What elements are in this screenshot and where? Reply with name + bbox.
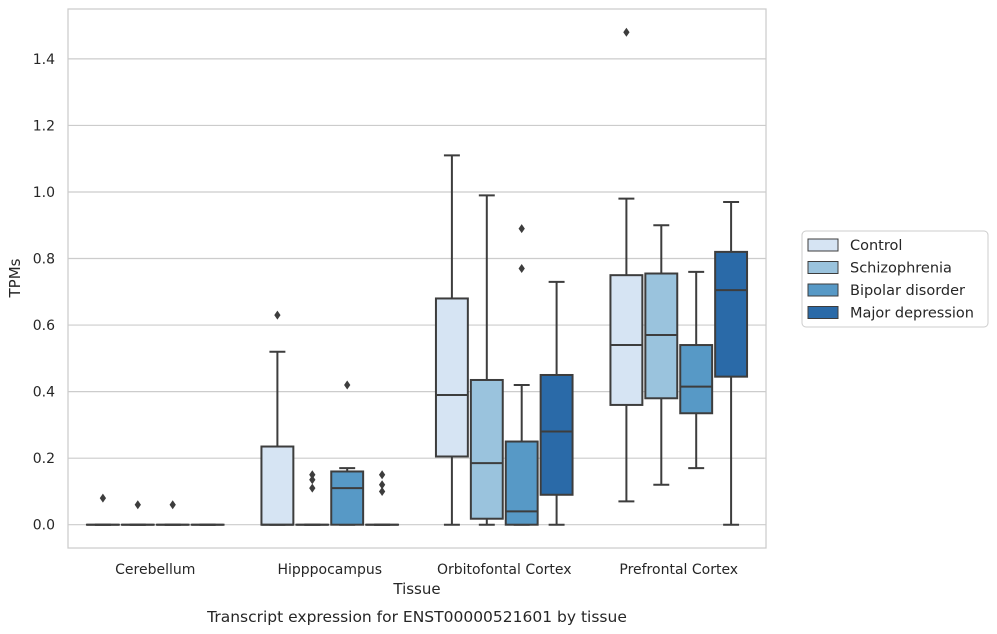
- box-iqr: [469, 378, 504, 520]
- y-tick-label: 1.2: [33, 118, 55, 134]
- legend-swatch: [807, 238, 839, 252]
- box-iqr: [539, 373, 574, 496]
- x-tick-labels: Cerebellum Hipppocampus Orbitofontal Corte…: [115, 562, 738, 578]
- box-control: [260, 310, 295, 526]
- box-iqr: [679, 344, 714, 415]
- box-bipolar-disorder: [504, 224, 539, 526]
- box-iqr: [609, 274, 644, 406]
- box-schizophrenia: [295, 470, 330, 526]
- legend-label: Control: [850, 238, 902, 254]
- outlier-point: [378, 480, 386, 490]
- outlier-point: [309, 470, 316, 480]
- box-groups: [85, 27, 749, 526]
- y-tick-label: 1.4: [33, 52, 55, 68]
- box-control: [434, 154, 469, 526]
- outlier-point: [274, 310, 281, 320]
- y-tick-label: 0.2: [33, 451, 55, 467]
- outlier-point: [378, 486, 386, 496]
- outlier-point: [309, 483, 316, 493]
- x-axis-label: Tissue: [392, 580, 440, 598]
- y-tick-label: 1.0: [33, 185, 55, 201]
- outlier-point: [623, 27, 630, 37]
- legend-frame: [801, 230, 989, 328]
- box-major-depression: [365, 470, 400, 526]
- box-schizophrenia: [120, 500, 155, 526]
- outlier-point: [99, 493, 107, 503]
- outlier-point: [134, 500, 141, 510]
- y-tick-label: 0.4: [33, 385, 55, 401]
- y-tick-label: 0.6: [33, 318, 55, 334]
- box-bipolar-disorder: [330, 380, 365, 526]
- legend-label: Bipolar disorder: [850, 283, 965, 299]
- x-tick-label: Orbitofontal Cortex: [437, 562, 572, 578]
- outlier-point: [518, 224, 525, 234]
- box-schizophrenia: [644, 224, 679, 486]
- y-tick-label: 0.0: [33, 518, 55, 534]
- box-major-depression: [539, 280, 574, 526]
- y-axis-label: TPMs: [6, 258, 24, 298]
- figure-caption: Transcript expression for ENST0000052160…: [206, 608, 627, 626]
- outlier-point: [344, 380, 351, 390]
- y-gridlines: [68, 58, 766, 526]
- box-schizophrenia: [469, 194, 504, 526]
- legend-swatch: [807, 283, 839, 297]
- outlier-point: [378, 470, 386, 480]
- box-control: [85, 493, 120, 526]
- legend: Control Schizophrenia Bipolar disorder Majo…: [801, 230, 989, 328]
- plot-frame: [67, 8, 767, 549]
- x-tick-label: Prefrontal Cortex: [619, 562, 738, 578]
- legend-label: Major depression: [850, 306, 974, 322]
- legend-label: Schizophrenia: [850, 261, 952, 277]
- box-major-depression: [714, 200, 749, 526]
- y-tick-label: 0.8: [33, 252, 55, 268]
- box-iqr: [330, 470, 365, 526]
- box-bipolar-disorder: [155, 500, 190, 526]
- box-iqr: [714, 250, 749, 378]
- box-iqr: [260, 445, 295, 526]
- x-tick-label: Cerebellum: [115, 562, 195, 578]
- box-bipolar-disorder: [679, 270, 714, 470]
- legend-swatch: [807, 306, 839, 319]
- outlier-point: [518, 264, 525, 274]
- legend-swatch: [807, 261, 839, 274]
- y-tick-labels: 0.0 0.2 0.4 0.6 0.8 1.0 1.2 1.4: [33, 52, 55, 534]
- box-iqr: [434, 297, 469, 458]
- outlier-point: [169, 500, 176, 510]
- x-tick-label: Hipppocampus: [277, 562, 382, 578]
- outlier-point: [309, 475, 316, 485]
- box-control: [609, 27, 644, 503]
